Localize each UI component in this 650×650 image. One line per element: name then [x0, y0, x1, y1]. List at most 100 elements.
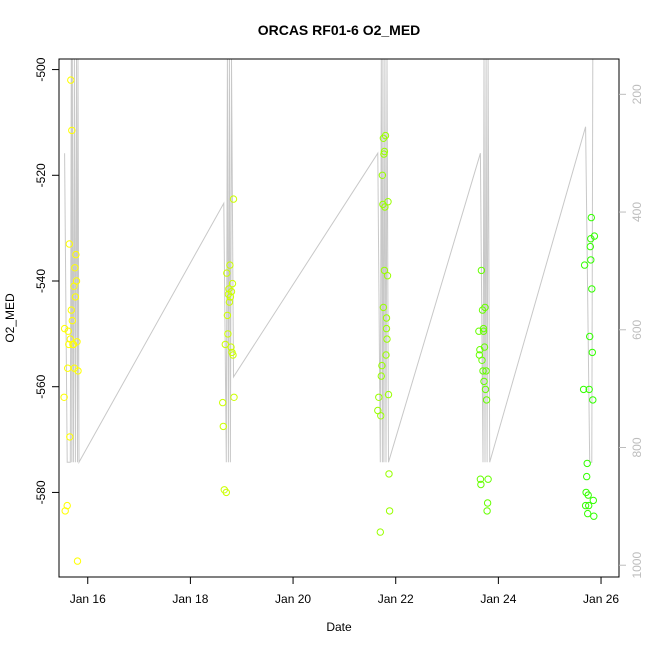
- data-point: [225, 298, 234, 306]
- y2-tick-label: 800: [630, 437, 644, 457]
- data-point: [229, 195, 238, 203]
- chart-title: ORCAS RF01-6 O2_MED: [258, 22, 421, 38]
- data-point: [71, 293, 80, 301]
- data-point: [224, 330, 232, 338]
- data-point: [479, 367, 487, 375]
- y-tick-label: -520: [34, 163, 48, 187]
- data-point: [580, 261, 589, 269]
- data-point: [380, 147, 389, 156]
- series-4: [475, 266, 492, 515]
- data-point: [383, 335, 391, 343]
- data-point: [382, 351, 390, 359]
- x-axis: Jan 16 Jan 18 Jan 20 Jan 22 Jan 24 Jan 26: [70, 577, 619, 606]
- data-point: [382, 314, 391, 322]
- data-point: [223, 269, 231, 277]
- y2-tick-label: 200: [630, 84, 644, 104]
- data-point: [480, 377, 488, 386]
- y-tick-label: -540: [34, 269, 48, 293]
- data-point: [376, 528, 384, 536]
- data-point: [64, 364, 72, 372]
- data-point: [384, 390, 393, 399]
- data-point: [483, 507, 491, 515]
- data-point: [585, 501, 593, 510]
- data-point: [586, 242, 594, 251]
- data-point: [67, 306, 76, 314]
- data-point: [230, 393, 238, 401]
- data-point: [583, 459, 591, 468]
- series-5: [579, 213, 599, 520]
- data-point: [587, 235, 595, 243]
- data-point: [584, 491, 592, 499]
- data-point: [481, 385, 490, 394]
- data-point: [585, 385, 593, 394]
- data-point: [381, 203, 389, 211]
- data-point: [484, 475, 492, 483]
- data-point: [581, 501, 590, 510]
- data-point: [380, 266, 389, 275]
- data-point: [476, 346, 484, 354]
- data-point: [74, 367, 82, 375]
- data-point: [380, 150, 388, 158]
- data-point: [385, 507, 394, 515]
- data-point: [590, 512, 598, 520]
- x-tick-label: Jan 26: [583, 592, 619, 606]
- data-point: [72, 277, 81, 285]
- data-point: [476, 475, 485, 483]
- secondary-series-line: [64, 58, 594, 465]
- data-point: [482, 367, 490, 375]
- data-point: [63, 501, 71, 510]
- data-point: [381, 131, 390, 140]
- data-point: [384, 198, 392, 206]
- data-point: [226, 261, 234, 269]
- y2-tick-label: 400: [630, 202, 644, 222]
- data-point: [222, 488, 231, 497]
- x-tick-label: Jan 16: [70, 592, 106, 606]
- data-point: [479, 327, 488, 335]
- y2-tick-label: 1000: [630, 552, 644, 579]
- data-point: [377, 372, 385, 380]
- data-point: [73, 557, 82, 565]
- series-2: [219, 195, 238, 497]
- data-point: [584, 509, 592, 518]
- data-point: [478, 356, 486, 364]
- data-point: [223, 311, 232, 320]
- data-point: [72, 250, 80, 259]
- data-point: [587, 213, 595, 222]
- x-tick-label: Jan 20: [275, 592, 311, 606]
- plot-frame: [58, 58, 620, 578]
- data-point: [228, 279, 237, 288]
- data-point: [68, 316, 77, 325]
- data-point: [587, 256, 595, 264]
- data-point: [219, 398, 227, 407]
- data-point: [379, 303, 388, 312]
- x-axis-label: Date: [326, 620, 352, 634]
- data-point: [589, 396, 597, 404]
- series-1: [60, 76, 82, 565]
- data-point: [482, 396, 491, 404]
- data-point: [65, 240, 74, 248]
- data-point: [60, 393, 68, 401]
- data-point: [229, 351, 237, 359]
- data-point: [219, 422, 228, 431]
- data-point: [477, 480, 485, 489]
- data-point: [64, 327, 72, 335]
- x-tick-label: Jan 18: [172, 592, 208, 606]
- data-point: [477, 266, 486, 275]
- data-point: [73, 338, 81, 346]
- y-tick-label: -500: [34, 57, 48, 81]
- data-point: [378, 171, 387, 180]
- data-point: [586, 332, 594, 341]
- points-layer: [60, 76, 599, 565]
- series-3: [374, 131, 394, 536]
- y-tick-label: -580: [34, 480, 48, 504]
- data-point: [588, 348, 596, 357]
- data-point: [579, 385, 588, 394]
- data-point: [226, 293, 235, 301]
- data-point: [483, 499, 492, 507]
- data-point: [227, 287, 236, 296]
- data-point: [227, 343, 235, 351]
- data-point: [67, 76, 75, 84]
- y-axis: -500 -520 -540 -560 -580: [34, 57, 59, 504]
- x-tick-label: Jan 24: [480, 592, 516, 606]
